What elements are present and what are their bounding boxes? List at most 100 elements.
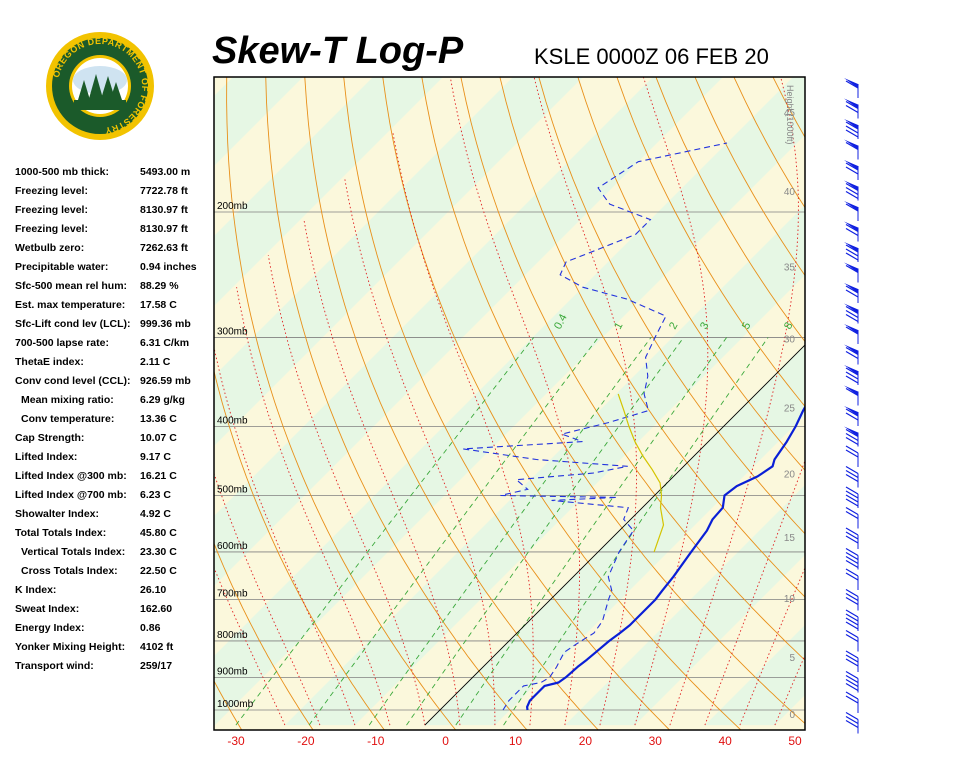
x-tick-label: 30	[649, 734, 663, 748]
wind-barb	[845, 691, 859, 713]
wind-barb-feather	[845, 695, 859, 704]
wind-barb-feather	[845, 375, 859, 384]
index-value: 45.80 C	[140, 527, 177, 539]
height-tick-label: 30	[784, 334, 796, 345]
index-row: Yonker Mixing Height: 4102 ft	[15, 641, 215, 660]
wind-barb-feather	[845, 350, 859, 360]
index-label: Mean mixing ratio:	[21, 394, 114, 406]
wind-barb	[845, 568, 859, 590]
mixing-ratio-label: 5	[740, 320, 753, 331]
wind-barb	[844, 139, 859, 160]
wind-barb-feather	[845, 436, 859, 446]
mixing-ratio-line	[406, 337, 684, 726]
height-tick-label: 20	[784, 469, 796, 480]
wind-barb-feather	[845, 715, 859, 725]
wind-barb-feather	[845, 465, 859, 475]
index-label: Conv temperature:	[21, 413, 115, 425]
index-label: Total Totals Index:	[15, 527, 107, 539]
wind-barb-feather	[845, 309, 859, 319]
wind-barb	[845, 711, 859, 734]
wind-barb	[845, 547, 859, 570]
index-label: Freezing level:	[15, 204, 88, 216]
wind-barb-feather	[845, 186, 859, 196]
wind-barb	[845, 445, 859, 467]
dry-adiabat	[8, 0, 104, 739]
temperature-trace	[526, 404, 805, 711]
pressure-label: 500mb	[217, 485, 248, 496]
wind-barb-feather	[845, 227, 859, 237]
index-label: Cap Strength:	[15, 432, 85, 444]
dry-adiabat	[343, 77, 671, 730]
isotherm-band	[214, 77, 443, 306]
index-label: Sfc-500 mean rel hum:	[15, 280, 128, 292]
wind-barb-feather	[845, 670, 859, 680]
index-row: Sfc-500 mean rel hum: 88.29 %	[15, 280, 215, 299]
wind-barb-feather	[845, 162, 859, 171]
wind-barb-feather	[845, 248, 859, 257]
mixing-ratio-line	[368, 337, 652, 726]
isotherm-band	[704, 625, 805, 726]
index-row: Conv temperature: 13.36 C	[15, 413, 215, 432]
pressure-label: 400mb	[217, 415, 248, 426]
wind-barb-feather	[845, 326, 859, 335]
index-row: Sfc-Lift cond lev (LCL): 999.36 mb	[15, 318, 215, 337]
index-value: 0.86	[140, 622, 161, 634]
wind-barb-feather	[845, 629, 859, 639]
wind-barb	[845, 527, 859, 549]
index-row: Mean mixing ratio: 6.29 g/kg	[15, 394, 215, 413]
wind-barb-feather	[845, 313, 859, 323]
dry-adiabat	[655, 77, 805, 343]
wind-barb-feather	[845, 592, 859, 602]
index-value: 4.92 C	[140, 508, 171, 520]
index-value: 88.29 %	[140, 280, 179, 292]
index-label: Showalter Index:	[15, 508, 100, 520]
wind-barb-feather	[845, 719, 859, 729]
wind-barb-feather	[845, 371, 859, 380]
wind-barb-feather	[845, 650, 859, 659]
isotherm-band	[0, 0, 243, 725]
isotherm-band	[564, 485, 805, 726]
wind-barb	[845, 650, 859, 672]
moist-adiabat	[303, 219, 461, 726]
wind-barb	[844, 160, 859, 180]
pressure-label: 700mb	[217, 589, 248, 600]
index-row: Est. max temperature: 17.58 C	[15, 299, 215, 318]
dry-adiabat	[0, 0, 32, 739]
x-tick-label: 0	[442, 734, 449, 748]
index-row: K Index: 26.10	[15, 584, 215, 603]
wind-barb	[844, 406, 859, 426]
wind-barb-feather	[845, 486, 859, 495]
index-label: Lifted Index @300 mb:	[15, 470, 127, 482]
index-row: Vertical Totals Index: 23.30 C	[15, 546, 215, 565]
index-value: 8130.97 ft	[140, 223, 188, 235]
index-label: Freezing level:	[15, 185, 88, 197]
dry-adiabat	[616, 77, 805, 408]
isotherm-band	[214, 77, 723, 586]
index-value: 17.58 C	[140, 299, 177, 311]
wind-barb-feather	[845, 473, 859, 483]
wind-barb	[844, 221, 859, 242]
index-value: 6.23 C	[140, 489, 171, 501]
index-value: 999.36 mb	[140, 318, 191, 330]
wind-barb-feather	[845, 609, 859, 618]
wind-barb-feather	[845, 289, 859, 298]
wind-barb-feather	[845, 510, 859, 520]
wind-barb	[844, 283, 859, 303]
dry-adiabat	[265, 77, 528, 730]
pressure-label: 800mb	[217, 630, 248, 641]
wind-barb-feather	[845, 285, 859, 294]
wind-barb-feather	[845, 125, 859, 134]
index-row: Freezing level: 8130.97 ft	[15, 223, 215, 242]
index-label: 700-500 lapse rate:	[15, 337, 109, 349]
index-label: Sfc-Lift cond lev (LCL):	[15, 318, 131, 330]
wind-barb-feather	[845, 387, 859, 397]
wind-barb-feather	[845, 166, 859, 175]
x-tick-label: 40	[718, 734, 732, 748]
dry-adiabat	[938, 0, 960, 739]
wind-barb-feather	[845, 469, 859, 479]
index-label: Vertical Totals Index:	[21, 546, 126, 558]
pressure-label: 1000mb	[217, 699, 254, 710]
dry-adiabat	[460, 77, 805, 661]
index-value: 6.29 g/kg	[140, 394, 185, 406]
